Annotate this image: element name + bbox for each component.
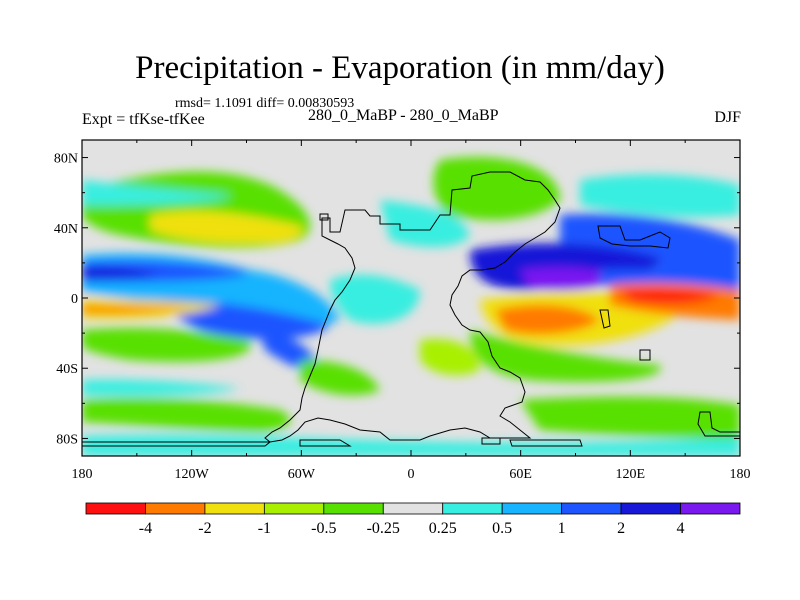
continent-outline xyxy=(597,225,671,249)
x-axis: 180 120W 60W 0 60E 120E 180 xyxy=(72,140,751,482)
colorbar: -4 -2 -1 -0.5 -0.25 0.25 0.5 1 2 4 xyxy=(85,502,741,537)
colorbar-box xyxy=(204,502,265,515)
colorbar-label: 4 xyxy=(677,520,685,537)
field-patch xyxy=(82,398,291,432)
colorbar-label: 1 xyxy=(558,520,566,537)
field-patch xyxy=(82,434,740,456)
field-patch xyxy=(495,304,600,335)
continent-outline xyxy=(509,439,583,447)
y-tick-label: 40S xyxy=(56,362,78,377)
continent-outline xyxy=(299,439,352,447)
x-tick-label: 180 xyxy=(730,467,751,482)
colorbar-box xyxy=(561,502,622,515)
colorbar-label: 2 xyxy=(617,520,625,537)
field-patch xyxy=(520,396,740,440)
x-tick-label: 60W xyxy=(288,467,316,482)
season-label: DJF xyxy=(714,109,741,126)
continent-outline xyxy=(697,411,740,437)
map-title: Precipitation - Evaporation (in mm/day) xyxy=(135,50,665,86)
field-patch xyxy=(420,339,480,376)
colorbar-box xyxy=(501,502,563,515)
field-patch xyxy=(150,210,303,244)
y-tick-label: 80N xyxy=(54,152,78,167)
field-patch xyxy=(82,267,160,279)
field-patch xyxy=(470,330,661,382)
field-patch xyxy=(300,360,380,396)
field-patch xyxy=(433,156,560,220)
field-patch xyxy=(82,305,190,314)
colorbar-label: -0.25 xyxy=(367,520,400,537)
x-tick-label: 0 xyxy=(408,467,415,482)
stats-text: rmsd= 1.1091 diff= 0.00830593 xyxy=(175,96,355,111)
x-tick-label: 180 xyxy=(72,467,93,482)
colorbar-box xyxy=(382,502,444,515)
continent-outline xyxy=(639,349,651,361)
y-axis: 80N 40N 0 40S 80S xyxy=(54,152,740,447)
colorbar-label: -0.5 xyxy=(311,520,336,537)
continent-outline xyxy=(264,171,561,443)
field-patch xyxy=(82,180,230,205)
field-patch xyxy=(520,267,620,290)
colorbar-label: -2 xyxy=(198,520,211,537)
colorbar-box xyxy=(620,502,681,515)
colorbar-box xyxy=(680,502,741,515)
field-patch xyxy=(620,288,720,304)
colorbar-box xyxy=(323,502,384,515)
x-tick-label: 120W xyxy=(175,467,210,482)
field-patch xyxy=(82,328,252,362)
precip-evap-field xyxy=(82,140,740,456)
period-label: 280_0_MaBP - 280_0_MaBP xyxy=(308,107,499,124)
continent-outline xyxy=(481,437,501,445)
colorbar-label: 0.25 xyxy=(429,520,457,537)
field-patch xyxy=(330,274,420,324)
colorbar-box xyxy=(85,502,146,515)
colorbar-box xyxy=(145,502,206,515)
field-patch xyxy=(82,379,240,396)
field-patch xyxy=(580,174,740,217)
x-tick-label: 120E xyxy=(616,467,646,482)
x-tick-label: 60E xyxy=(509,467,532,482)
continent-outline xyxy=(82,441,272,447)
experiment-label: Expt = tfKse-tfKee xyxy=(82,111,205,128)
continent-outline xyxy=(599,309,611,329)
y-tick-label: 0 xyxy=(71,292,78,307)
field-patch xyxy=(380,200,470,247)
colorbar-label: -4 xyxy=(139,520,152,537)
colorbar-box xyxy=(263,502,325,515)
continent-outline xyxy=(319,213,329,221)
colorbar-box xyxy=(442,502,503,515)
y-tick-label: 80S xyxy=(56,432,78,447)
colorbar-label: 0.5 xyxy=(492,520,512,537)
colorbar-label: -1 xyxy=(258,520,271,537)
y-tick-label: 40N xyxy=(54,222,78,237)
